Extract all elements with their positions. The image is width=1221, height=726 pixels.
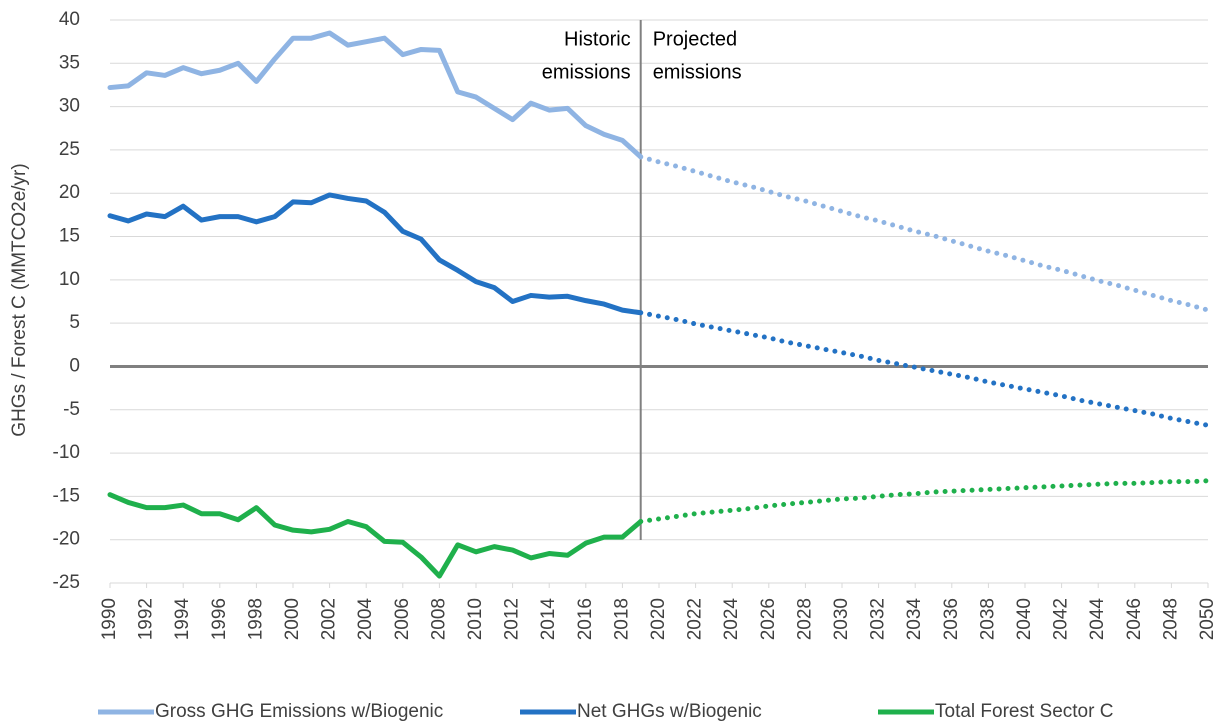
x-tick-label: 2032 [868, 598, 889, 640]
y-tick-label: 25 [59, 139, 80, 160]
x-tick-label: 2044 [1087, 598, 1108, 641]
x-tick-label: 2002 [319, 598, 340, 640]
x-tick-label: 1996 [209, 598, 230, 640]
x-tick-label: 2030 [831, 598, 852, 640]
x-tick-label: 2020 [648, 598, 669, 640]
annotation: Projected [653, 28, 738, 50]
historic-line [107, 192, 644, 316]
y-tick-label: -10 [53, 442, 80, 463]
y-tick-label: -20 [53, 529, 80, 550]
historic-line [107, 30, 644, 160]
x-tick-label: 2048 [1160, 598, 1181, 640]
x-tick-label: 2012 [502, 598, 523, 640]
annotation: Historic [564, 28, 631, 50]
x-tick-label: 2034 [904, 598, 925, 641]
legend-label: Total Forest Sector C [935, 701, 1113, 722]
projected-line [638, 478, 1211, 525]
y-axis-title: GHGs / Forest C (MMTCO2e/yr) [9, 163, 30, 436]
x-tick-label: 2040 [1014, 598, 1035, 640]
y-tick-label: 35 [59, 52, 80, 73]
x-tick-label: 2042 [1051, 598, 1072, 640]
x-tick-label: 1990 [99, 598, 120, 640]
x-tick-label: 2038 [977, 598, 998, 640]
y-tick-label: 40 [59, 9, 80, 30]
y-tick-label: -5 [63, 399, 80, 420]
x-tick-label: 2022 [685, 598, 706, 640]
projected-line [638, 310, 1211, 428]
y-tick-label: 20 [59, 182, 80, 203]
historic-line [107, 492, 644, 579]
x-tick-label: 2036 [941, 598, 962, 640]
annotation: emissions [653, 61, 742, 83]
y-tick-label: 0 [69, 355, 80, 376]
y-tick-label: 10 [59, 269, 80, 290]
x-tick-label: 1992 [136, 598, 157, 640]
x-tick-label: 2026 [758, 598, 779, 640]
x-tick-label: 2024 [721, 598, 742, 641]
x-tick-label: 1994 [172, 598, 193, 641]
x-tick-label: 2000 [282, 598, 303, 640]
y-tick-label: -25 [53, 572, 80, 593]
legend-label: Net GHGs w/Biogenic [577, 701, 762, 722]
y-tick-label: 5 [69, 312, 80, 333]
x-tick-label: 2046 [1124, 598, 1145, 640]
projected-line [638, 154, 1211, 313]
y-tick-label: -15 [53, 485, 80, 506]
annotation: emissions [542, 61, 631, 83]
x-tick-label: 2008 [428, 598, 449, 640]
y-tick-label: 15 [59, 226, 80, 247]
legend-label: Gross GHG Emissions w/Biogenic [155, 701, 443, 722]
x-tick-label: 2028 [794, 598, 815, 640]
x-tick-label: 2016 [575, 598, 596, 640]
y-tick-label: 30 [59, 96, 80, 117]
x-tick-label: 1998 [245, 598, 266, 640]
x-tick-label: 2050 [1197, 598, 1218, 640]
x-tick-label: 2004 [355, 598, 376, 641]
x-tick-label: 2010 [465, 598, 486, 640]
x-tick-label: 2014 [538, 598, 559, 641]
x-tick-label: 2006 [392, 598, 413, 640]
x-tick-label: 2018 [611, 598, 632, 640]
